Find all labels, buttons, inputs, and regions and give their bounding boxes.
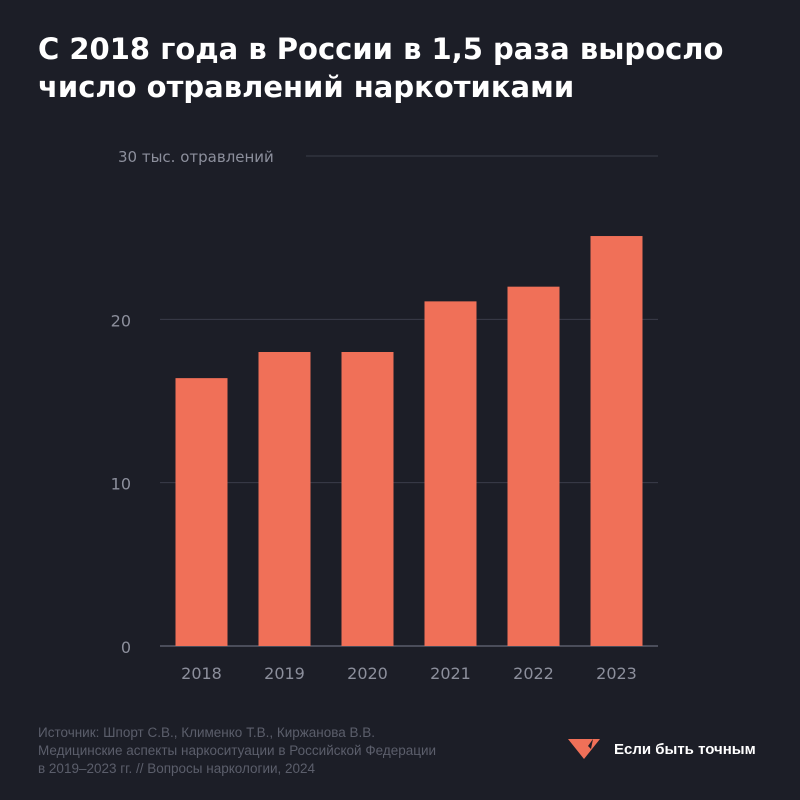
y-tick-label: 20 xyxy=(111,311,131,330)
bar-2018 xyxy=(175,378,228,646)
x-tick-label: 2022 xyxy=(513,664,554,683)
source-line-2: Медицинские аспекты наркоситуации в Росс… xyxy=(38,743,437,758)
chart-title-line-1: С 2018 года в России в 1,5 раза выросло xyxy=(38,32,724,66)
x-tick-label: 2018 xyxy=(181,664,222,683)
x-tick-label: 2021 xyxy=(430,664,471,683)
y-tick-label: 10 xyxy=(111,475,131,494)
axis-labels: 0 10 20 30 тыс. отравлений 2018 2019 2020 2021 2… xyxy=(111,148,637,683)
y-tick-label: 0 xyxy=(121,638,131,657)
y-unit-label: 30 тыс. отравлений xyxy=(118,148,274,166)
x-tick-label: 2019 xyxy=(264,664,305,683)
source-line-1: Источник: Шпорт С.В., Клименко Т.В., Кир… xyxy=(38,725,376,740)
bars xyxy=(175,236,643,647)
x-tick-label: 2020 xyxy=(347,664,388,683)
chart-title-line-2: число отравлений наркотиками xyxy=(38,70,575,104)
x-tick-label: 2023 xyxy=(596,664,637,683)
brand: Если быть точным xyxy=(566,737,756,761)
bar-2019 xyxy=(258,352,311,646)
source-note: Источник: Шпорт С.В., Клименко Т.В., Кир… xyxy=(38,724,558,778)
grid-lines xyxy=(160,155,658,647)
bar-2020 xyxy=(341,352,394,646)
chart-title: С 2018 года в России в 1,5 раза выросло … xyxy=(38,30,778,106)
bar-2023 xyxy=(590,236,643,647)
bar-2022 xyxy=(507,286,560,646)
heart-stripes-icon xyxy=(568,739,600,759)
source-line-3: в 2019–2023 гг. // Вопросы наркологии, 2… xyxy=(38,761,316,776)
brand-name: Если быть точным xyxy=(614,740,756,758)
bar-2021 xyxy=(424,301,477,646)
